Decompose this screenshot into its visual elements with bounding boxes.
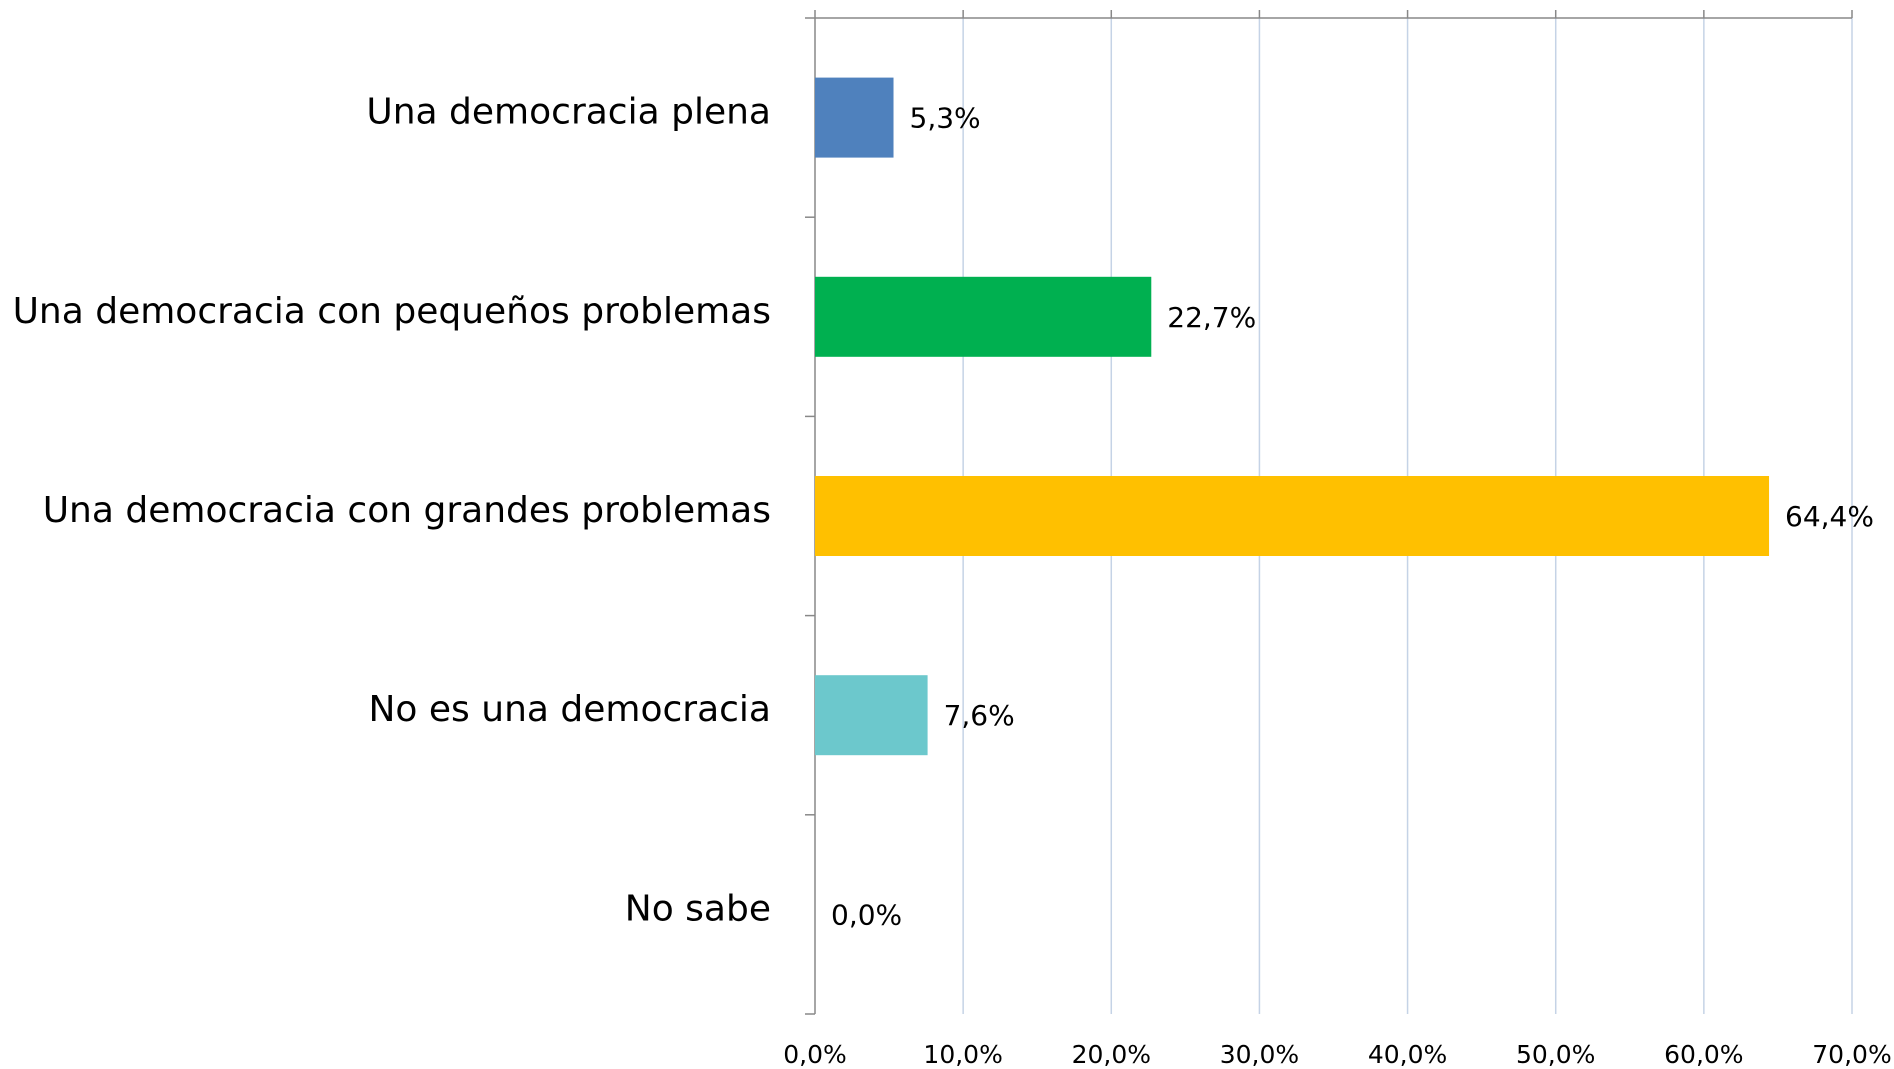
y-tick-label: No es una democracia <box>369 689 772 730</box>
y-tick-label: Una democracia con grandes problemas <box>43 490 771 531</box>
x-tick-label: 20,0% <box>1072 1040 1151 1069</box>
data-label: 7,6% <box>944 699 1015 732</box>
x-tick-label: 0,0% <box>783 1040 847 1069</box>
x-tick-label: 40,0% <box>1368 1040 1447 1069</box>
data-label: 0,0% <box>831 898 902 931</box>
bar <box>815 675 928 756</box>
data-label: 64,4% <box>1785 500 1874 533</box>
y-tick-label: Una democracia con pequeños problemas <box>13 291 771 332</box>
x-tick-label: 30,0% <box>1220 1040 1299 1069</box>
bar <box>815 476 1770 556</box>
x-tick-label: 10,0% <box>923 1040 1002 1069</box>
x-tick-label: 70,0% <box>1812 1040 1891 1069</box>
x-tick-label: 50,0% <box>1516 1040 1595 1069</box>
x-tick-label: 60,0% <box>1664 1040 1743 1069</box>
bar <box>815 77 894 158</box>
bar <box>815 276 1152 357</box>
y-tick-label: No sabe <box>625 888 771 929</box>
data-label: 5,3% <box>910 102 981 135</box>
data-label: 22,7% <box>1167 301 1256 334</box>
y-tick-label: Una democracia plena <box>366 92 771 133</box>
